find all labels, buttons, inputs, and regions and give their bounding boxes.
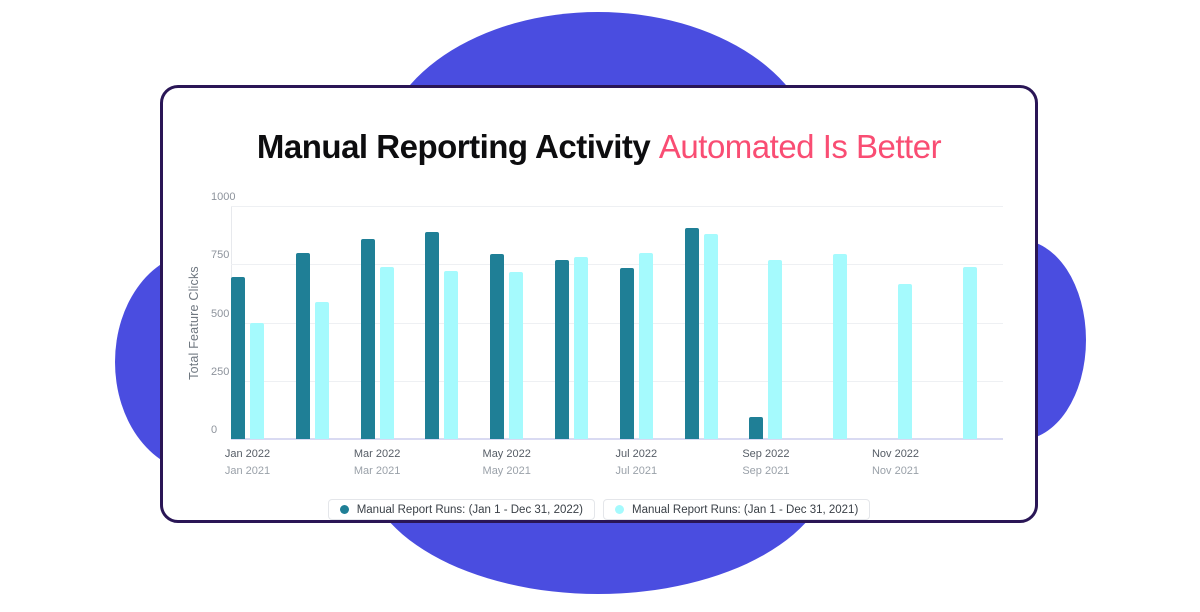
- y-axis-title: Total Feature Clicks: [187, 265, 201, 380]
- x-tick-year-2021: Nov 2021: [871, 465, 920, 477]
- bar-2021-may: [509, 272, 524, 439]
- y-tick-750: 750: [211, 249, 230, 262]
- x-tick-year-2022: Nov 2022: [871, 448, 920, 460]
- x-tick-year-2021: Jul 2021: [615, 465, 658, 477]
- legend-label-2021: Manual Report Runs: (Jan 1 - Dec 31, 202…: [632, 503, 859, 516]
- bar-2022-mar: [360, 238, 375, 439]
- x-tick-may: May 2022 May 2021: [483, 448, 531, 477]
- bar-2022-sep: [749, 416, 764, 439]
- y-tick-1000: 1000: [211, 191, 236, 203]
- x-tick-jan: Jan 2022 Jan 2021: [225, 448, 270, 477]
- x-tick-year-2021: Sep 2021: [742, 465, 790, 477]
- x-tick-year-2022: Jan 2022: [224, 448, 271, 460]
- bar-chart: Total Feature Clicks 0 250 500 750 1000 Jan …: [163, 88, 1035, 520]
- x-tick-year-2021: Jan 2021: [224, 465, 271, 477]
- bar-2021-jan: [250, 322, 264, 439]
- x-tick-year-2021: May 2021: [482, 465, 531, 477]
- x-tick-sep: Sep 2022 Sep 2021: [742, 448, 789, 477]
- bar-2022-feb: [295, 252, 310, 439]
- bar-2021-sep: [768, 259, 783, 439]
- chart-title: Manual Reporting Activity Automated Is B…: [163, 128, 1035, 166]
- x-tick-year-2022: Mar 2022: [353, 448, 401, 460]
- bar-2021-nov: [898, 284, 912, 439]
- gridline-750: [231, 264, 1003, 266]
- gridline-1000: [231, 206, 1003, 207]
- x-tick-year-2022: Jul 2022: [615, 448, 658, 460]
- chart-legend: Manual Report Runs: (Jan 1 - Dec 31, 202…: [163, 499, 1035, 520]
- x-tick-year-2022: Sep 2022: [742, 448, 790, 460]
- gridline-250: [231, 380, 1003, 382]
- bar-2022-jan: [231, 277, 245, 439]
- bar-2022-apr: [425, 231, 440, 439]
- bar-2021-jun: [574, 257, 588, 439]
- bar-2021-aug: [703, 233, 718, 439]
- chart-card: Manual Reporting Activity Automated Is B…: [160, 85, 1038, 523]
- x-axis-tick-labels: Jan 2022 Jan 2021 Mar 2022 Mar 2021 May 2022…: [225, 448, 1003, 482]
- bar-2022-jul: [619, 267, 634, 439]
- legend-item-2021[interactable]: Manual Report Runs: (Jan 1 - Dec 31, 202…: [603, 499, 871, 520]
- gridline-500: [231, 322, 1003, 324]
- bar-2021-jul: [638, 252, 653, 439]
- bar-2021-dec: [962, 266, 977, 439]
- plot-area: Total Feature Clicks 0 250 500 750 1000: [187, 191, 1003, 440]
- legend-dot-2021: [615, 505, 624, 514]
- x-tick-mar: Mar 2022 Mar 2021: [354, 448, 400, 477]
- bar-2022-jun: [555, 259, 569, 439]
- x-tick-year-2021: Mar 2021: [353, 465, 401, 477]
- x-tick-jul: Jul 2022 Jul 2021: [616, 448, 658, 477]
- x-axis-line: [231, 438, 1003, 440]
- x-tick-year-2022: May 2022: [482, 448, 531, 460]
- y-tick-0: 0: [211, 424, 218, 436]
- legend-item-2022[interactable]: Manual Report Runs: (Jan 1 - Dec 31, 202…: [327, 499, 595, 520]
- chart-title-accent: Automated Is Better: [658, 128, 942, 165]
- bar-2021-apr: [444, 271, 459, 439]
- legend-label-2022: Manual Report Runs: (Jan 1 - Dec 31, 202…: [356, 503, 583, 516]
- y-tick-500: 500: [211, 307, 230, 320]
- bar-2021-feb: [314, 301, 329, 439]
- bar-2022-may: [490, 253, 505, 439]
- y-tick-250: 250: [211, 365, 230, 378]
- bar-2021-mar: [379, 266, 394, 439]
- chart-title-main: Manual Reporting Activity: [256, 128, 651, 165]
- legend-dot-2022: [339, 505, 349, 514]
- bar-2022-aug: [684, 228, 699, 439]
- x-tick-nov: Nov 2022 Nov 2021: [872, 448, 919, 477]
- bar-2021-oct: [833, 253, 848, 439]
